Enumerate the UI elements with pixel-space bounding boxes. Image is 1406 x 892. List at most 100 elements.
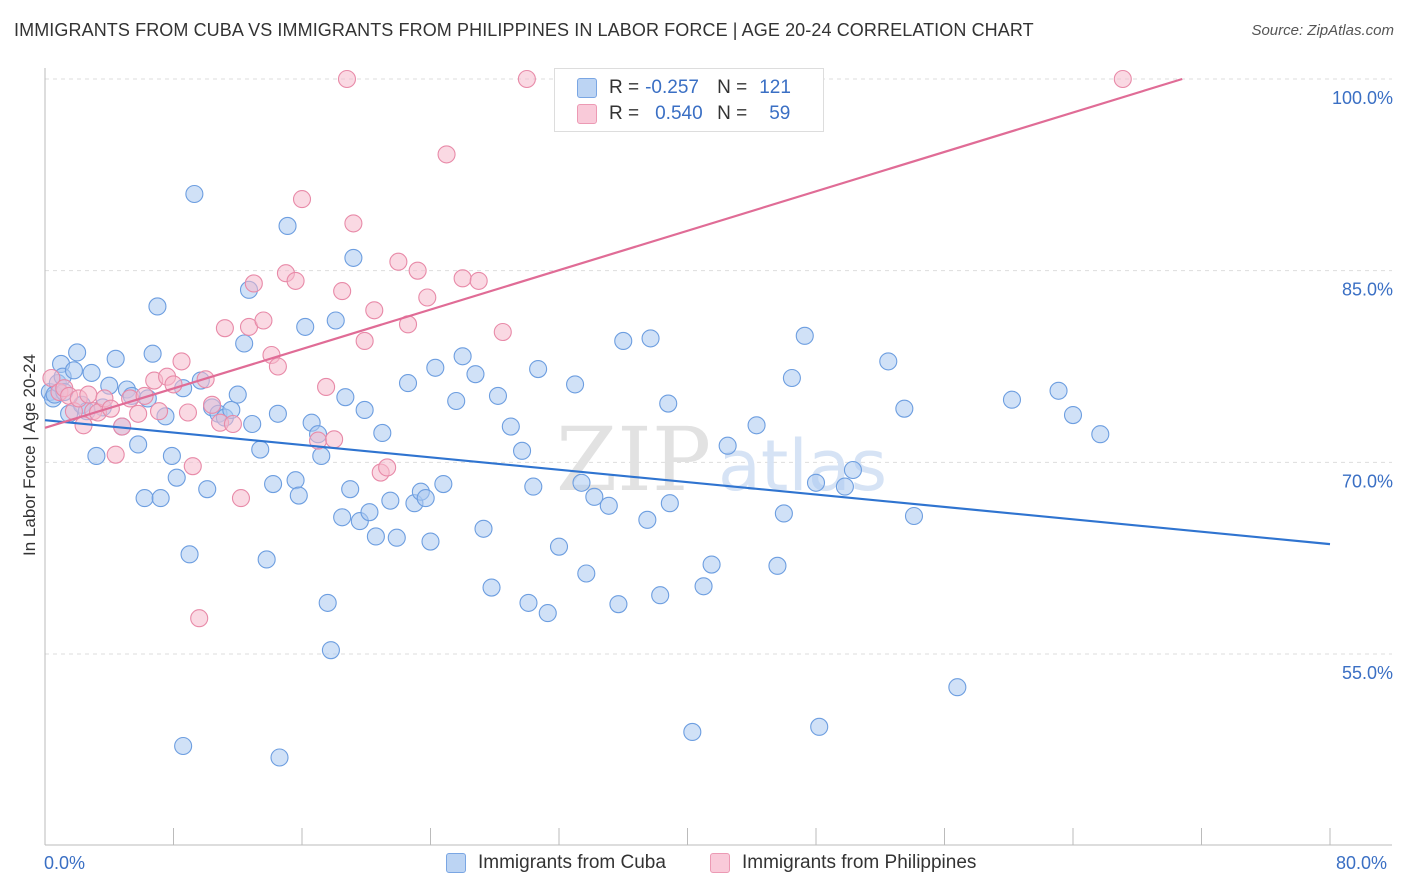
bottom-legend-swatch-cuba bbox=[446, 853, 466, 873]
cuba-point bbox=[447, 391, 466, 411]
philippines-point bbox=[135, 386, 154, 405]
cuba-point bbox=[513, 441, 532, 460]
philippines-point bbox=[389, 252, 408, 271]
philippines-point bbox=[79, 385, 98, 404]
cuba-point bbox=[398, 374, 418, 393]
y-tick-label: 100.0% bbox=[1332, 88, 1393, 108]
cuba-point bbox=[843, 460, 862, 480]
cuba-point bbox=[1063, 406, 1083, 425]
cuba-point bbox=[488, 386, 508, 405]
legend-r-label: R = bbox=[609, 77, 640, 98]
cuba-point bbox=[529, 360, 548, 379]
source-label: Source: ZipAtlas.com bbox=[1251, 22, 1394, 39]
cuba-point bbox=[519, 593, 538, 612]
cuba-point bbox=[566, 375, 585, 394]
legend-n-value-philippines: 59 bbox=[769, 103, 791, 124]
legend-r-value-cuba: -0.257 bbox=[645, 77, 699, 98]
philippines-point bbox=[178, 403, 198, 422]
cuba-point bbox=[333, 508, 352, 527]
philippines-point bbox=[268, 357, 287, 376]
cuba-point bbox=[64, 361, 83, 380]
correlation-legend: R = -0.257 N = 121 R = 0.540 N = 59 bbox=[554, 68, 824, 132]
cuba-point bbox=[774, 504, 793, 523]
legend-n-label: N = bbox=[717, 103, 748, 124]
cuba-point bbox=[538, 604, 557, 623]
cuba-point bbox=[577, 564, 596, 583]
cuba-point bbox=[151, 489, 170, 508]
cuba-point bbox=[387, 528, 406, 547]
cuba-point bbox=[426, 358, 445, 377]
philippines-point bbox=[203, 395, 222, 414]
legend-row-philippines: R = 0.540 N = 59 bbox=[577, 101, 790, 127]
chart-title: IMMIGRANTS FROM CUBA VS IMMIGRANTS FROM … bbox=[14, 20, 1034, 40]
philippines-point bbox=[172, 352, 191, 371]
philippines-point bbox=[325, 430, 344, 449]
cuba-point bbox=[264, 475, 283, 494]
cuba-point bbox=[167, 468, 186, 487]
philippines-point bbox=[42, 368, 61, 388]
cuba-point bbox=[296, 317, 315, 336]
cuba-point bbox=[68, 343, 87, 362]
bottom-legend-swatch-philippines bbox=[710, 853, 730, 873]
cuba-point bbox=[289, 486, 308, 505]
grid-lines bbox=[45, 78, 1392, 655]
philippines-point bbox=[254, 311, 273, 330]
cuba-point bbox=[879, 352, 898, 371]
cuba-point bbox=[453, 347, 472, 366]
philippines-point bbox=[365, 301, 384, 320]
cuba-point bbox=[747, 416, 766, 435]
cuba-point bbox=[599, 496, 618, 515]
cuba-point bbox=[82, 363, 101, 382]
cuba-point bbox=[381, 491, 400, 510]
cuba-point bbox=[268, 404, 287, 423]
trend-line-cuba bbox=[44, 419, 1331, 546]
cuba-point bbox=[524, 477, 543, 496]
series-philippines bbox=[42, 69, 1132, 628]
cuba-point bbox=[243, 414, 262, 434]
philippines-point bbox=[1113, 69, 1132, 89]
cuba-point bbox=[286, 471, 305, 490]
philippines-point bbox=[355, 331, 374, 350]
cuba-point bbox=[501, 417, 520, 436]
philippines-point bbox=[231, 489, 251, 508]
legend-n-value-cuba: 121 bbox=[759, 77, 791, 98]
cuba-point bbox=[614, 331, 633, 350]
bottom-legend-cuba: Immigrants from Cuba bbox=[446, 852, 666, 874]
philippines-point bbox=[215, 319, 234, 338]
cuba-point bbox=[782, 368, 801, 388]
cuba-point bbox=[683, 722, 702, 741]
x-tick-label-min: 0.0% bbox=[44, 853, 86, 873]
cuba-point bbox=[835, 477, 854, 496]
cuba-point bbox=[143, 344, 162, 363]
trend-line-philippines bbox=[44, 77, 1183, 429]
philippines-point bbox=[333, 282, 352, 301]
cuba-point bbox=[895, 399, 914, 418]
y-tick-labels: 55.0% 70.0% 85.0% 100.0% bbox=[1332, 88, 1393, 683]
cuba-point bbox=[360, 503, 379, 522]
philippines-point bbox=[223, 414, 242, 434]
philippines-point bbox=[292, 190, 312, 209]
cuba-point bbox=[810, 717, 829, 736]
cuba-point bbox=[162, 446, 181, 465]
cuba-point bbox=[609, 595, 628, 614]
bottom-legend: Immigrants from Cuba Immigrants from Phi… bbox=[0, 852, 1406, 878]
philippines-point bbox=[190, 609, 209, 628]
cuba-point bbox=[1002, 390, 1022, 409]
philippines-point bbox=[418, 288, 437, 307]
cuba-point bbox=[718, 436, 737, 455]
cuba-point bbox=[1049, 381, 1068, 400]
cuba-point bbox=[572, 473, 591, 492]
cuba-point bbox=[321, 641, 340, 660]
cuba-point bbox=[228, 385, 247, 404]
philippines-point bbox=[106, 445, 125, 464]
legend-r-label: R = bbox=[609, 103, 640, 124]
bottom-legend-philippines: Immigrants from Philippines bbox=[710, 852, 976, 874]
cuba-point bbox=[421, 532, 440, 551]
watermark-zip: ZIP bbox=[556, 408, 711, 511]
cuba-point bbox=[129, 435, 148, 454]
cuba-point bbox=[806, 473, 826, 492]
cuba-point bbox=[174, 736, 193, 756]
cuba-point bbox=[366, 527, 385, 546]
watermark: ZIP atlas bbox=[556, 408, 887, 511]
